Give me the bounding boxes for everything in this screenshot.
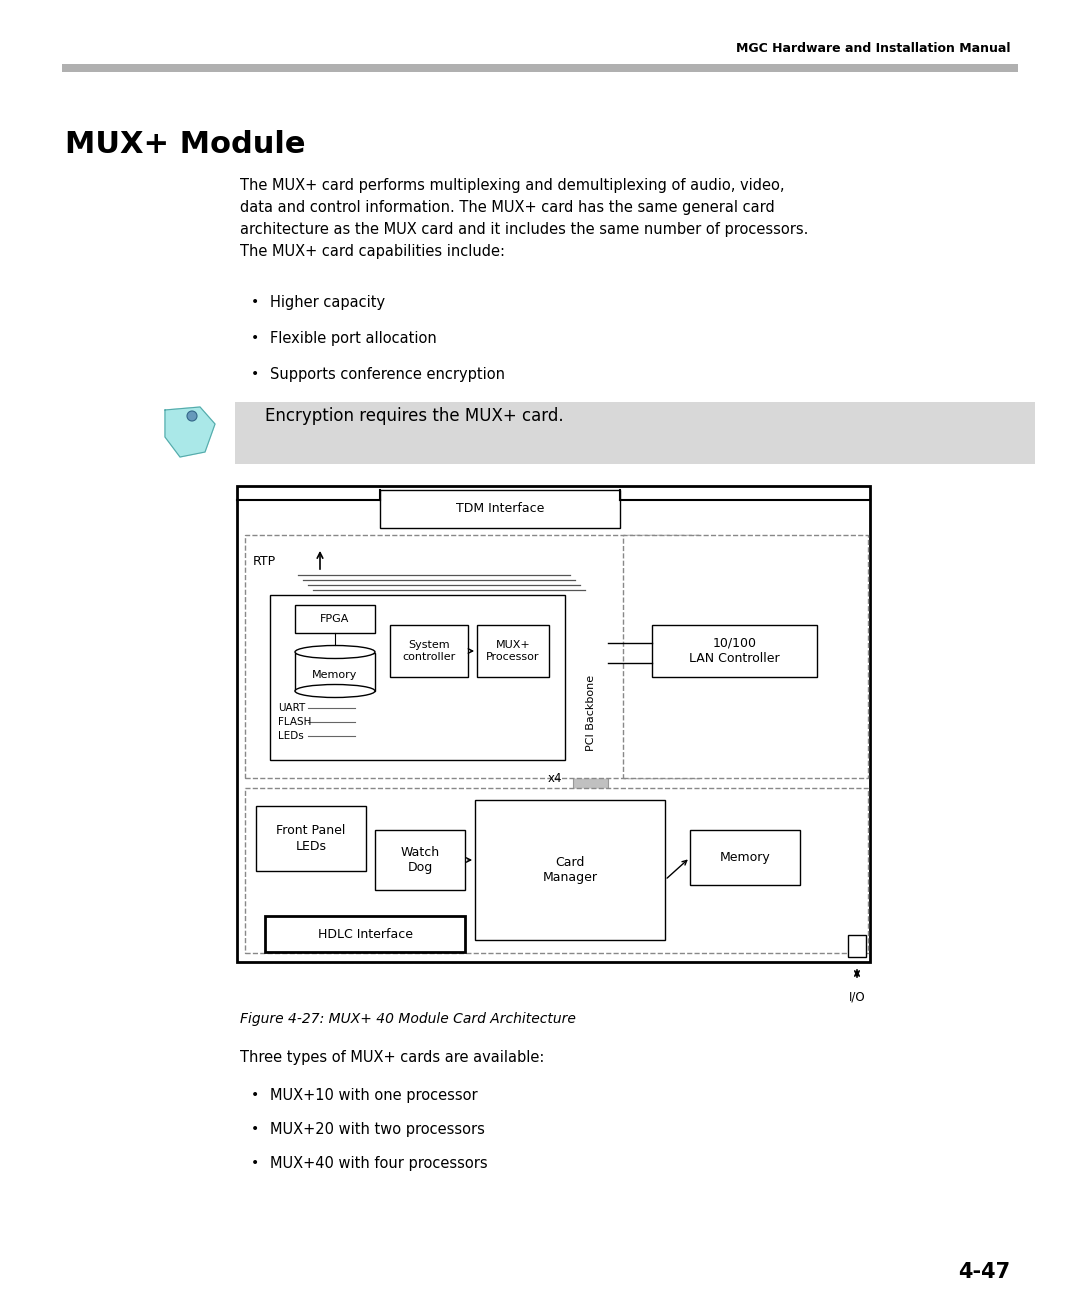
Ellipse shape (295, 684, 375, 697)
Bar (235, 402, 1035, 464)
Bar (623, 535, 868, 778)
Text: 10/100
LAN Controller: 10/100 LAN Controller (689, 637, 780, 665)
Circle shape (187, 411, 197, 421)
Text: •: • (251, 1088, 259, 1102)
Text: Figure 4-27: MUX+ 40 Module Card Architecture: Figure 4-27: MUX+ 40 Module Card Archite… (240, 1012, 576, 1027)
Text: Memory: Memory (312, 670, 357, 680)
Bar (380, 490, 620, 528)
Text: MUX+20 with two processors: MUX+20 with two processors (270, 1122, 485, 1138)
Text: Higher capacity: Higher capacity (270, 295, 386, 310)
Text: data and control information. The MUX+ card has the same general card: data and control information. The MUX+ c… (240, 200, 774, 215)
Text: TDM Interface: TDM Interface (456, 503, 544, 516)
Text: x4: x4 (548, 772, 563, 785)
Text: Supports conference encryption: Supports conference encryption (270, 367, 505, 381)
Text: The MUX+ card capabilities include:: The MUX+ card capabilities include: (240, 244, 505, 259)
Text: Watch
Dog: Watch Dog (401, 846, 440, 874)
Text: MUX+10 with one processor: MUX+10 with one processor (270, 1088, 477, 1104)
Text: MUX+
Processor: MUX+ Processor (486, 640, 540, 662)
Text: 4-47: 4-47 (958, 1262, 1010, 1282)
Bar (375, 831, 465, 889)
Text: FLASH: FLASH (278, 717, 311, 727)
Text: LEDs: LEDs (278, 731, 303, 741)
Bar (270, 596, 565, 760)
Bar (295, 605, 375, 633)
Bar (295, 653, 375, 691)
Text: Memory: Memory (719, 852, 770, 865)
Bar (265, 916, 465, 952)
Text: MUX+ Module: MUX+ Module (65, 131, 306, 159)
Bar (62, 64, 1018, 72)
Text: architecture as the MUX card and it includes the same number of processors.: architecture as the MUX card and it incl… (240, 222, 808, 236)
Polygon shape (165, 407, 215, 457)
Ellipse shape (295, 645, 375, 658)
Text: Front Panel
LEDs: Front Panel LEDs (276, 824, 346, 853)
Bar (848, 935, 866, 957)
Text: RTP: RTP (253, 555, 276, 568)
Text: UART: UART (278, 703, 306, 713)
Bar (573, 539, 608, 885)
Bar (256, 806, 366, 871)
Text: •: • (251, 295, 259, 310)
Text: Encryption requires the MUX+ card.: Encryption requires the MUX+ card. (265, 407, 564, 424)
Text: •: • (251, 1122, 259, 1136)
Text: Three types of MUX+ cards are available:: Three types of MUX+ cards are available: (240, 1050, 544, 1064)
Text: •: • (251, 330, 259, 345)
Text: •: • (251, 367, 259, 381)
Text: PCI Backbone: PCI Backbone (585, 674, 595, 751)
Bar (245, 535, 700, 778)
Text: MGC Hardware and Installation Manual: MGC Hardware and Installation Manual (735, 42, 1010, 55)
Text: Card
Manager: Card Manager (542, 855, 597, 884)
Bar (245, 788, 868, 953)
Text: FPGA: FPGA (321, 614, 350, 624)
Text: The MUX+ card performs multiplexing and demultiplexing of audio, video,: The MUX+ card performs multiplexing and … (240, 178, 784, 193)
Bar (690, 831, 800, 885)
Bar (652, 626, 816, 677)
Bar (390, 626, 468, 677)
Text: Flexible port allocation: Flexible port allocation (270, 330, 436, 346)
Bar (475, 801, 665, 940)
Text: MUX+40 with four processors: MUX+40 with four processors (270, 1156, 488, 1171)
Bar (477, 626, 549, 677)
Text: System
controller: System controller (403, 640, 456, 662)
Text: I/O: I/O (849, 990, 865, 1003)
Text: HDLC Interface: HDLC Interface (318, 927, 413, 940)
Text: •: • (251, 1156, 259, 1170)
Bar (237, 486, 870, 963)
